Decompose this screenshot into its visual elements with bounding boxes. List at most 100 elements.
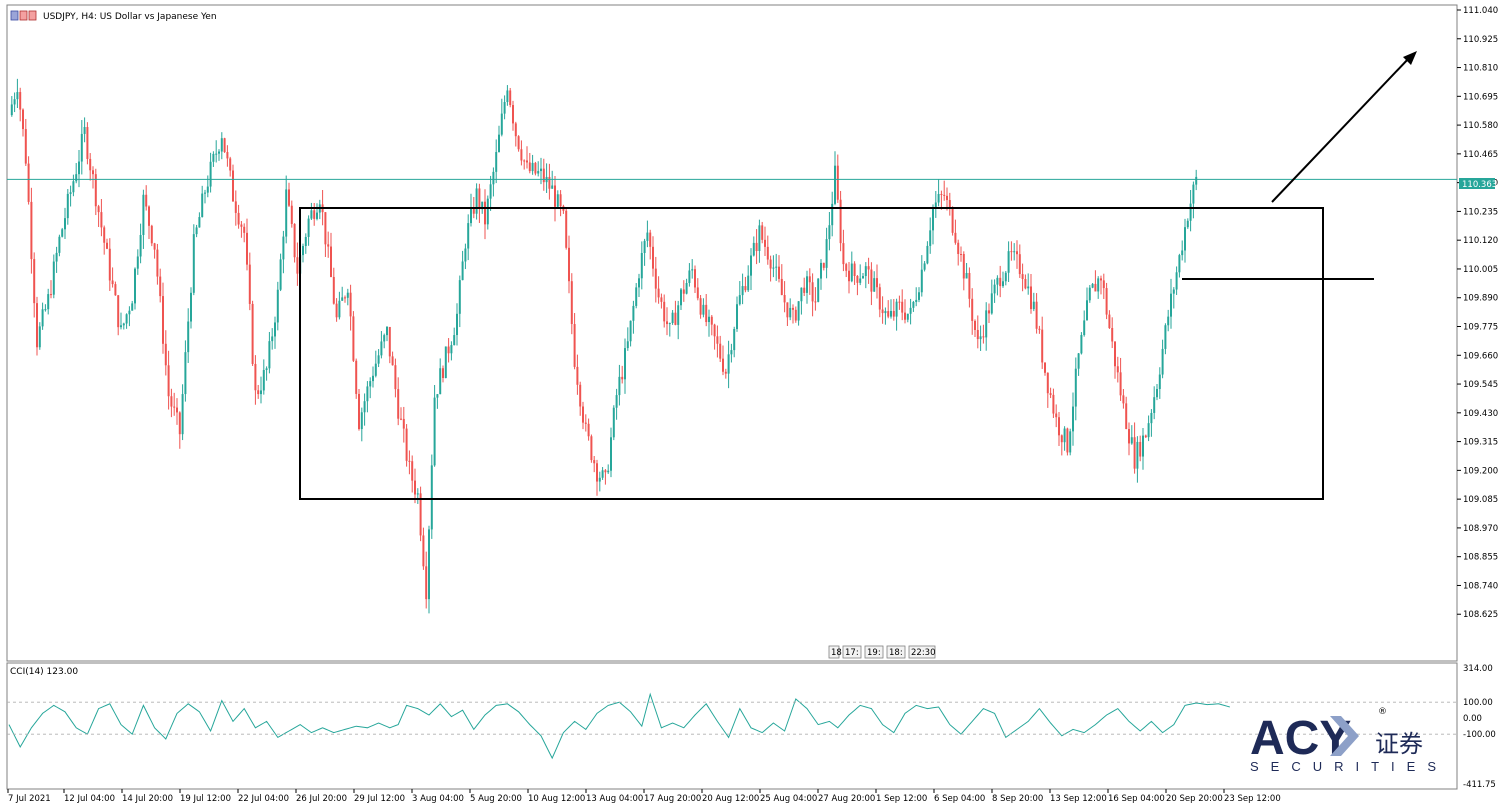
candle-body — [428, 529, 430, 600]
candle-body — [293, 223, 296, 258]
time-tick-label: 17 Aug 20:00 — [644, 794, 701, 804]
candle-body — [752, 242, 755, 256]
candle-body — [346, 292, 349, 298]
candle-body — [1122, 395, 1125, 404]
candle-body — [565, 210, 568, 248]
candle-body — [218, 151, 220, 154]
candle-body — [1013, 251, 1016, 253]
candle-body — [184, 352, 187, 395]
candle-body — [744, 286, 747, 291]
candle-body — [649, 232, 652, 247]
candle-body — [806, 276, 808, 293]
candle-body — [1002, 281, 1004, 287]
candle-body — [419, 493, 422, 536]
candle-body — [612, 407, 615, 438]
candle-body — [66, 193, 69, 219]
candle-body — [1161, 348, 1164, 375]
scroller-cell[interactable] — [842, 645, 862, 659]
acy-watermark: ACY ® 证券 SECURITIES — [1250, 707, 1436, 774]
candle-body — [178, 412, 181, 435]
price-tick-label: 111.040 — [1463, 6, 1498, 16]
candle-body — [775, 266, 778, 268]
candle-body — [335, 303, 338, 318]
candle-body — [316, 212, 318, 219]
scroller-cell[interactable] — [828, 645, 840, 659]
candle-body — [33, 259, 36, 304]
candle-body — [1083, 320, 1086, 336]
candle-body — [590, 436, 593, 461]
time-tick-label: 16 Sep 04:00 — [1108, 794, 1165, 804]
candle-body — [618, 376, 621, 396]
candle-body — [632, 305, 635, 321]
candle-body — [1030, 286, 1032, 310]
breakout-arrow — [1271, 56, 1411, 203]
candle-body — [792, 307, 794, 310]
candle-body — [117, 295, 120, 328]
candle-body — [960, 253, 962, 255]
candle-body — [397, 389, 400, 419]
scroller-cell[interactable] — [908, 645, 936, 659]
candle-body — [176, 407, 178, 413]
chart-window-icon — [10, 10, 19, 21]
candle-body — [349, 292, 352, 317]
price-tick-label: 109.315 — [1463, 438, 1498, 448]
candle-body — [898, 301, 901, 303]
candle-body — [1066, 428, 1069, 453]
indicator-frame — [6, 662, 1458, 790]
candle-body — [988, 310, 990, 314]
candle-body — [450, 345, 453, 354]
price-badge-text: 110.363 — [1462, 180, 1497, 190]
candle-body — [372, 375, 374, 382]
range-box — [299, 207, 1324, 500]
candle-body — [125, 314, 128, 324]
candle-body — [464, 248, 467, 262]
candle-body — [747, 275, 750, 291]
scroller-cell[interactable] — [864, 645, 884, 659]
candle-body — [1125, 403, 1128, 430]
candle-body — [568, 247, 570, 282]
candle-body — [251, 303, 254, 364]
candle-body — [52, 261, 55, 295]
candle-body — [408, 460, 411, 462]
candle-body — [1116, 366, 1119, 373]
candle-body — [638, 278, 640, 288]
candle-body — [1189, 203, 1192, 221]
time-tick-label: 20 Aug 12:00 — [702, 794, 759, 804]
candle-body — [274, 322, 276, 337]
candle-body — [1060, 435, 1063, 443]
price-tick-label: 110.005 — [1463, 265, 1498, 275]
candle-body — [528, 162, 531, 172]
candle-body — [685, 282, 688, 294]
price-tick-label: 108.740 — [1463, 581, 1498, 591]
candle-body — [159, 276, 162, 297]
candle-body — [657, 288, 660, 298]
candle-body — [1142, 435, 1144, 457]
candle-body — [486, 198, 489, 225]
candle-body — [1105, 288, 1108, 315]
candle-body — [1032, 301, 1035, 310]
time-tick-label: 26 Jul 20:00 — [296, 794, 347, 804]
cci-axis: 314.00 100.00 0.00 -100.00 -411.75 — [7, 664, 1496, 790]
candle-body — [750, 255, 752, 276]
candle-body — [388, 326, 391, 357]
candle-body — [131, 303, 134, 311]
candle-body — [103, 227, 106, 243]
candle-body — [842, 243, 845, 265]
candle-body — [971, 298, 974, 321]
candle-body — [962, 254, 965, 279]
candle-body — [579, 384, 582, 407]
candle-body — [1158, 374, 1161, 389]
candle-body — [212, 153, 215, 162]
candle-body — [677, 305, 680, 325]
candle-body — [330, 246, 332, 277]
price-tick-label: 110.580 — [1463, 121, 1498, 131]
candle-body — [78, 161, 80, 175]
candle-body — [699, 298, 702, 315]
candle-body — [713, 324, 716, 337]
time-scroller[interactable]: 18: 17: 19: 18: 22:30 — [828, 645, 936, 659]
scroller-cell[interactable] — [886, 645, 906, 659]
candle-body — [652, 246, 654, 269]
candle-body — [985, 310, 988, 338]
candle-body — [145, 194, 148, 207]
candle-body — [234, 201, 237, 213]
